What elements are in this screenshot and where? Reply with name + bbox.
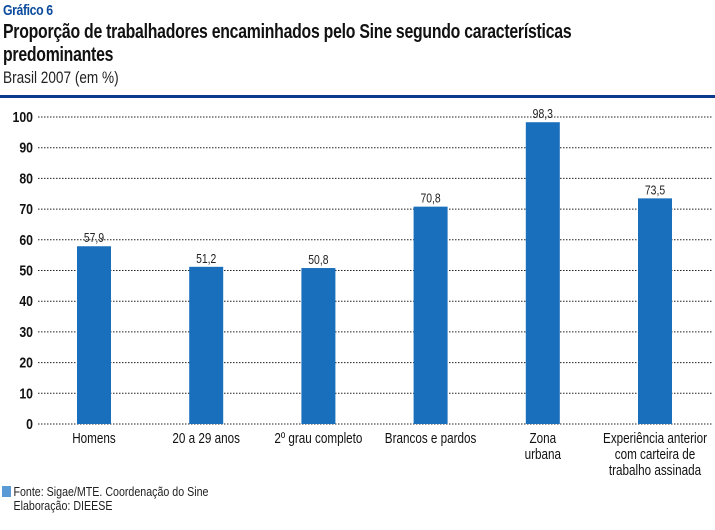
legend-square-icon	[2, 486, 12, 497]
y-tick-label: 80	[19, 170, 33, 186]
x-tick-label: 20 a 29 anos	[172, 430, 240, 447]
x-tick-label: com carteira de	[615, 446, 696, 463]
data-label: 73,5	[645, 183, 666, 197]
bar	[525, 122, 560, 425]
y-tick-label: 10	[19, 385, 33, 401]
bar	[413, 206, 448, 424]
y-tick-label: 20	[19, 354, 33, 370]
bar	[189, 266, 224, 424]
bar	[301, 268, 336, 424]
x-tick-label: Experiência anterior	[603, 430, 707, 447]
y-tick-label: 100	[12, 109, 33, 125]
y-tick-label: 50	[19, 262, 33, 278]
x-tick-label: Zona	[529, 430, 556, 447]
data-label: 57,9	[84, 231, 104, 245]
gridlines	[38, 116, 712, 425]
chart-subtitle: Brasil 2007 (em %)	[3, 68, 119, 87]
y-tick-label: 90	[19, 140, 33, 156]
bar	[77, 246, 111, 424]
y-axis-ticks: 0 10 20 30 40 50 60 70 80 90 100	[12, 109, 33, 432]
x-tick-label: urbana	[525, 446, 562, 463]
bars	[77, 122, 672, 425]
chart-number-label: Gráfico 6	[3, 2, 53, 19]
bar-chart: 0 10 20 30 40 50 60 70 80 90 100 57,9 51,2 50,8 70,8 9…	[12, 107, 712, 479]
x-tick-label: Homens	[72, 430, 116, 447]
y-tick-label: 0	[26, 416, 33, 432]
y-tick-label: 30	[19, 324, 33, 340]
y-tick-label: 70	[19, 201, 33, 217]
chart-title-line-2: predominantes	[3, 44, 114, 66]
elaboration-text: Elaboração: DIEESE	[13, 498, 113, 513]
footer: Fonte: Sigae/MTE. Coordenação do Sine El…	[2, 485, 254, 513]
data-label: 50,8	[308, 253, 329, 267]
data-label: 51,2	[196, 252, 216, 266]
elaboration-row: Elaboração: DIEESE	[2, 499, 208, 513]
bar	[638, 198, 672, 424]
source-text: Fonte: Sigae/MTE. Coordenação do Sine	[13, 484, 209, 499]
chart-title: Proporção de trabalhadores encaminhados …	[3, 21, 682, 67]
x-tick-label: trabalho assinada	[609, 462, 702, 479]
y-tick-label: 40	[19, 293, 33, 309]
header-separator	[0, 95, 715, 98]
chart-title-line-1: Proporção de trabalhadores encaminhados …	[3, 21, 572, 43]
x-axis-labels: Homens 20 a 29 anos 2º grau completo Branco…	[72, 430, 707, 479]
data-labels: 57,9 51,2 50,8 70,8 98,3 73,5	[84, 107, 666, 267]
x-tick-label: Brancos e pardos	[385, 430, 477, 447]
data-label: 98,3	[533, 107, 554, 121]
source-row: Fonte: Sigae/MTE. Coordenação do Sine	[2, 485, 208, 499]
data-label: 70,8	[420, 192, 441, 206]
x-tick-label: 2º grau completo	[274, 430, 362, 447]
y-tick-label: 60	[19, 232, 33, 248]
